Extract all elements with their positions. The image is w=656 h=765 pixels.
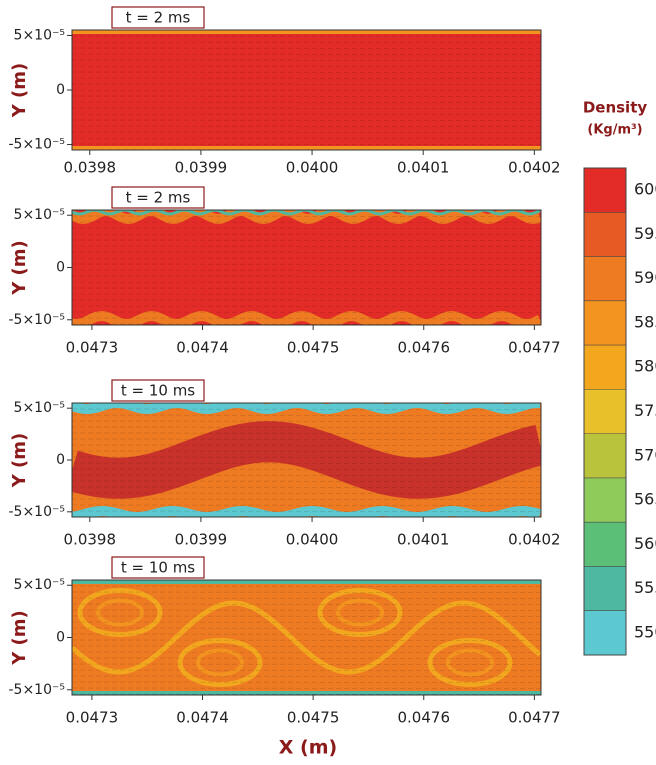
annotation: t = 2 ms <box>126 189 191 207</box>
x-tick-label: 0.0398 <box>64 531 117 549</box>
y-tick-label: -5×10⁻⁵ <box>8 137 65 153</box>
colorbar-tick-label: 585 <box>634 312 656 331</box>
annotation-box <box>111 556 205 579</box>
x-tick-label: 0.0402 <box>508 531 561 549</box>
colorbar-band <box>584 522 626 567</box>
annotation-box <box>111 186 205 209</box>
y-tick-label: 0 <box>56 630 65 646</box>
colorbar-tick-label: 595 <box>634 224 656 243</box>
x-axis-label: X (m) <box>279 737 337 759</box>
colorbar-band <box>584 256 626 301</box>
x-tick-label: 0.0402 <box>508 159 561 177</box>
contour-field <box>72 30 541 150</box>
colorbar-tick-label: 580 <box>634 357 656 376</box>
x-tick-label: 0.0473 <box>66 709 119 727</box>
y-axis-label: Y (m) <box>9 63 30 119</box>
x-tick-label: 0.0401 <box>397 531 450 549</box>
annotation: t = 10 ms <box>121 559 195 577</box>
colorbar-band <box>584 300 626 346</box>
x-tick-label: 0.0475 <box>287 709 340 727</box>
annotation-box <box>111 379 205 402</box>
y-tick-label: -5×10⁻⁵ <box>8 682 65 698</box>
colorbar-unit: (Kg/m³) <box>587 123 642 138</box>
colorbar-band <box>584 389 626 434</box>
y-axis-label: Y (m) <box>9 433 30 489</box>
x-tick-label: 0.0473 <box>66 339 119 357</box>
x-tick-label: 0.0475 <box>287 339 340 357</box>
colorbar-tick-label: 600 <box>634 180 656 199</box>
y-tick-label: 5×10⁻⁵ <box>14 27 65 43</box>
x-tick-label: 0.0399 <box>175 159 228 177</box>
y-tick-label: 5×10⁻⁵ <box>14 577 65 593</box>
colorbar-frame <box>583 167 627 656</box>
y-axis-label: Y (m) <box>9 610 30 666</box>
x-tick-label: 0.0400 <box>286 531 339 549</box>
x-tick-label: 0.0474 <box>176 339 229 357</box>
x-tick-label: 0.0476 <box>398 339 451 357</box>
y-tick-label: -5×10⁻⁵ <box>8 504 65 520</box>
y-tick-label: 5×10⁻⁵ <box>14 207 65 223</box>
y-tick-label: 0 <box>56 452 65 468</box>
y-axis-label: Y (m) <box>9 240 30 296</box>
colorbar-band <box>584 477 626 523</box>
colorbar-tick-label: 565 <box>634 490 656 509</box>
colorbar-band <box>584 345 626 390</box>
y-tick-label: 0 <box>56 260 65 276</box>
y-tick-label: 5×10⁻⁵ <box>14 400 65 416</box>
x-tick-label: 0.0477 <box>508 339 561 357</box>
colorbar-band <box>584 566 626 611</box>
colorbar-tick-label: 575 <box>634 401 656 420</box>
x-tick-label: 0.0474 <box>176 709 229 727</box>
x-tick-label: 0.0398 <box>64 159 117 177</box>
colorbar-band <box>584 433 626 478</box>
x-tick-label: 0.0476 <box>398 709 451 727</box>
colorbar-title: Density <box>583 99 648 117</box>
x-tick-label: 0.0400 <box>286 159 339 177</box>
x-tick-label: 0.0477 <box>508 709 561 727</box>
colorbar-tick-label: 555 <box>634 578 656 597</box>
colorbar-tick-label: 560 <box>634 534 656 553</box>
colorbar-band <box>584 610 626 655</box>
contour-field <box>72 580 541 695</box>
colorbar-band <box>584 168 626 213</box>
y-tick-label: 0 <box>56 82 65 98</box>
colorbar-tick-label: 570 <box>634 445 656 464</box>
colorbar-tick-label: 550 <box>634 622 656 641</box>
colorbar-tick-label: 590 <box>634 268 656 287</box>
annotation: t = 10 ms <box>121 382 195 400</box>
colorbar-band <box>584 212 626 257</box>
contour-field <box>72 210 541 325</box>
x-tick-label: 0.0401 <box>397 159 450 177</box>
y-tick-label: -5×10⁻⁵ <box>8 312 65 328</box>
annotation: t = 2 ms <box>126 9 191 27</box>
contour-field <box>72 403 541 517</box>
x-tick-label: 0.0399 <box>175 531 228 549</box>
annotation-box <box>111 6 205 29</box>
